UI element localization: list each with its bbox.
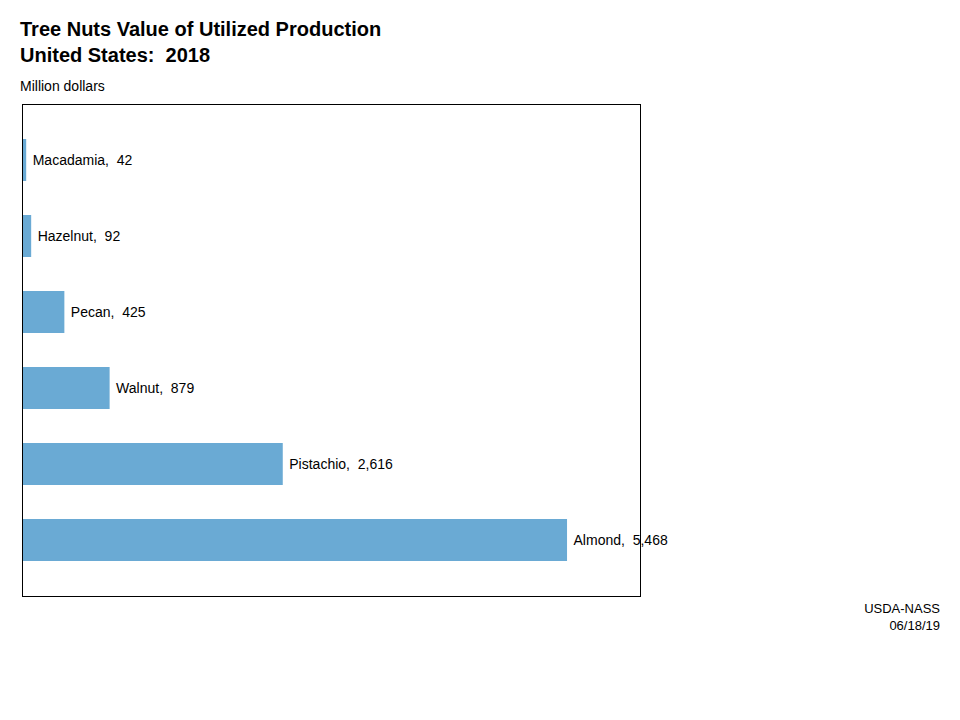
html-text:USDA-NASS: USDA-NASS [864, 601, 940, 616]
svg-text:Macadamia, 42: Macadamia, 42 [33, 152, 133, 168]
svg-text:Almond, 5,468: Almond, 5,468 [574, 532, 668, 548]
html-text:United States: 2018: United States: 2018 [20, 44, 211, 66]
html-text:06/18/19: 06/18/19 [889, 618, 940, 633]
svg-text:Pistachio, 2,616: Pistachio, 2,616 [289, 456, 393, 472]
html-text:Tree Nuts Value of Utilized Pr: Tree Nuts Value of Utilized Production [20, 18, 382, 40]
svg-text:Walnut, 879: Walnut, 879 [116, 380, 194, 396]
html-text:Million dollars: Million dollars [20, 78, 105, 94]
svg-text:Hazelnut, 92: Hazelnut, 92 [38, 228, 121, 244]
svg-text:Pecan, 425: Pecan, 425 [71, 304, 146, 320]
